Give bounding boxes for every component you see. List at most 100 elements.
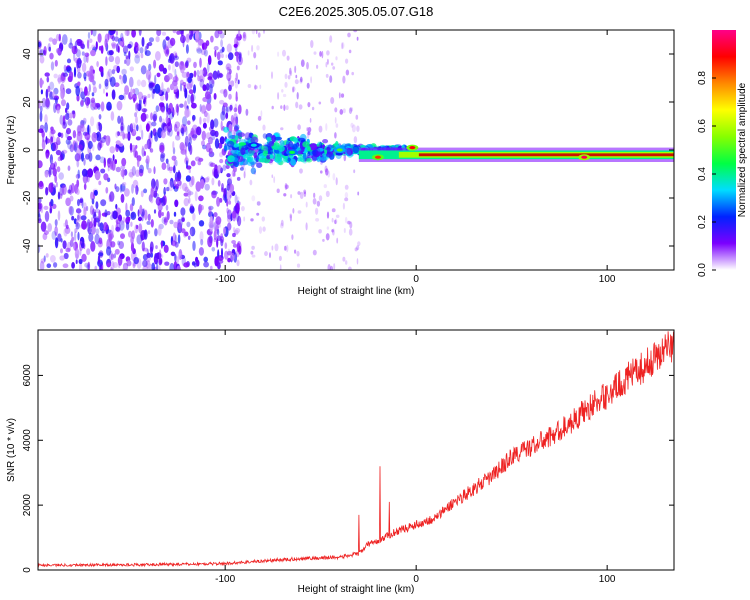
heatmap-cell [60,248,63,254]
heatmap-cell [90,69,94,81]
heatmap-cell [334,132,337,139]
heatmap-cell [250,136,259,144]
heatmap-cell [71,110,76,115]
heatmap-cell [164,261,170,266]
heatmap-cell [185,160,189,168]
heatmap-cell [95,228,100,235]
heatmap-cell [235,125,238,133]
heatmap-cell [233,129,236,136]
heatmap-cell [217,164,222,174]
heatmap-cell [39,79,45,85]
heatmap-cell [129,76,134,88]
heatmap-cell [145,123,150,132]
heatmap-cell [49,81,55,91]
heatmap-cell [84,262,90,268]
heatmap-cell [74,228,78,233]
colorbar-ticks: 0.0 0.2 0.4 0.6 0.8 [697,71,716,277]
heatmap-cell [86,264,90,270]
heatmap-cell [132,88,136,94]
heatmap-cell [76,159,80,168]
heatmap-cell [230,157,239,162]
heatmap-cell [134,41,139,49]
heatmap-cell [200,238,204,246]
heatmap-cell [200,49,206,56]
heatmap-cell [206,176,210,181]
heatmap-cell [245,108,249,116]
heatmap-cell [325,233,330,241]
heatmap-cell [130,211,137,220]
heatmap-cell [189,203,194,209]
heatmap-cell [52,167,57,177]
heatmap-cell [122,265,128,270]
heatmap-cell [203,256,208,263]
heatmap-cell [274,153,281,162]
heatmap-cell [210,265,213,270]
heatmap-cell [280,127,284,131]
heatmap-cell [356,258,359,265]
heatmap-cell [291,234,294,240]
heatmap-cell [63,227,68,237]
heatmap-cell [283,193,287,197]
heatmap-cell [233,172,236,177]
heatmap-cell [221,105,226,116]
heatmap-cell [335,56,338,61]
heatmap-cell [76,207,81,214]
heatmap-cell [140,53,144,59]
heatmap-cell [213,169,218,178]
heatmap-cell [224,194,227,204]
heatmap-cell [103,88,105,94]
heatmap-cell [73,231,77,242]
heatmap-cell [68,112,73,119]
heatmap-cell [271,105,274,110]
heatmap-cell [189,72,194,79]
heatmap-cell [138,223,143,234]
heatmap-cell [137,216,143,222]
heatmap-cell [114,248,120,255]
heatmap-cell [202,67,208,77]
heatmap-cell [111,35,115,42]
heatmap-cell [224,242,228,250]
heatmap-cell [177,169,181,180]
heatmap-cell [182,81,187,87]
heatmap-cell [191,261,196,266]
heatmap-cell [350,122,354,128]
heatmap-cell [100,101,105,112]
y-tick-label: 6000 [22,364,33,387]
heatmap-cell [188,168,191,174]
heatmap-cell [77,153,82,161]
heatmap-cell [105,229,112,234]
heatmap-cell [214,130,219,138]
heatmap-cell [175,159,178,167]
heatmap-cell [194,31,199,40]
heatmap-cell [65,197,71,207]
heatmap-cell [180,207,186,216]
heatmap-cell [135,46,140,52]
heatmap-cell [91,198,95,205]
heatmap-cell [234,135,239,141]
heatmap-cell [239,105,242,113]
heatmap-cell [155,36,160,43]
heatmap-cell [235,91,238,100]
heatmap-cell [202,122,207,129]
heatmap-cell [90,191,94,200]
snr-y-axis-label: SNR (10 * v/v) [6,418,17,482]
heatmap-cell [285,105,289,110]
heatmap-cell [353,169,356,174]
heatmap-cell [296,250,300,257]
heatmap-cell [88,152,93,162]
heatmap-cell [38,218,42,224]
heatmap-cell [155,265,161,270]
heatmap-cell [161,162,167,170]
colorbar-label: Normalized spectral amplitude [737,82,748,217]
heatmap-cell [125,55,129,60]
heatmap-cell [271,71,273,79]
heatmap-cell [151,262,156,270]
heatmap-cell [49,91,54,100]
heatmap-cell [53,102,57,114]
heatmap-cell [187,94,191,105]
heatmap-cell [192,240,196,251]
heatmap-cell [284,245,287,251]
heatmap-cell [214,256,219,267]
